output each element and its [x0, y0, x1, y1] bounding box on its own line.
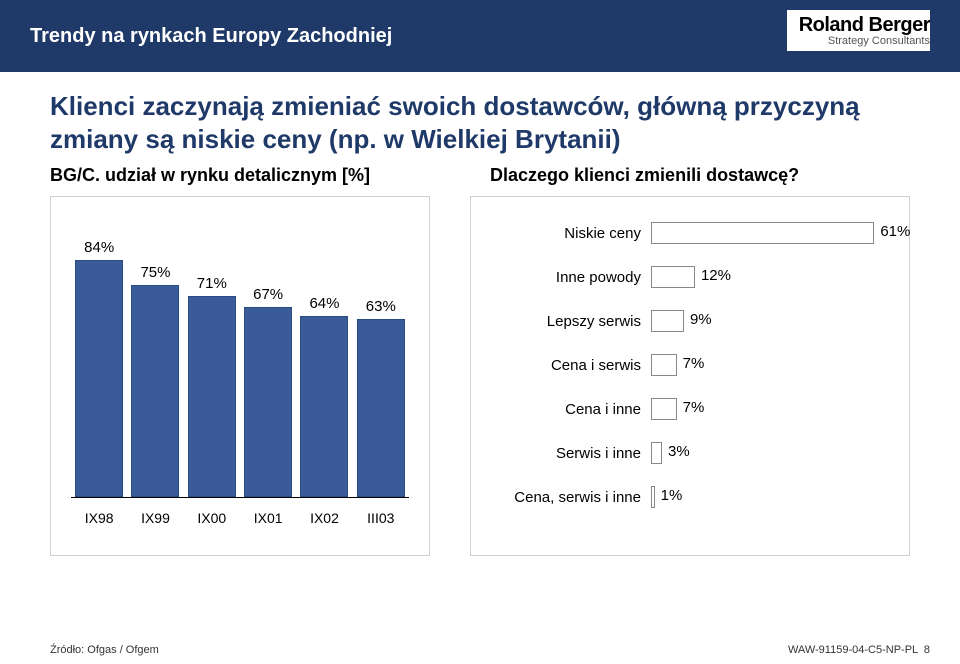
hbar-value-label: 9% [690, 311, 712, 328]
bar-x-label: IX02 [300, 510, 348, 526]
hbar-rect [651, 486, 655, 508]
left-chart-title: BG/C. udział w rynku detalicznym [%] [50, 165, 430, 186]
slide-footer: Źródło: Ofgas / Ofgem WAW-91159-04-C5-NP… [50, 644, 930, 656]
hbar-track: 7% [651, 354, 889, 376]
charts-row: 84%75%71%67%64%63% IX98IX99IX00IX01IX02I… [50, 196, 910, 556]
subtitle-row: BG/C. udział w rynku detalicznym [%] Dla… [50, 165, 910, 186]
bar-rect [188, 296, 236, 497]
hbar-track: 1% [651, 486, 889, 508]
bar-value-label: 75% [140, 264, 170, 281]
bar-value-label: 64% [309, 295, 339, 312]
footer-right: WAW-91159-04-C5-NP-PL 8 [788, 644, 930, 656]
hbar-category-label: Cena i serwis [491, 357, 651, 374]
hbar-row: Cena, serwis i inne 1% [491, 483, 889, 511]
content-area: Klienci zaczynają zmieniać swoich dostaw… [0, 72, 960, 556]
hbar-rect [651, 398, 677, 420]
bar-column: 75% [131, 264, 179, 497]
hbar-row: Lepszy serwis 9% [491, 307, 889, 335]
hbar-rect [651, 222, 874, 244]
hbar-row: Niskie ceny61% [491, 219, 889, 247]
brand-logo: Roland Berger Strategy Consultants [787, 10, 930, 51]
source-text: Źródło: Ofgas / Ofgem [50, 644, 159, 656]
bar-chart: 84%75%71%67%64%63% IX98IX99IX00IX01IX02I… [50, 196, 430, 556]
bar-column: 71% [188, 275, 236, 497]
bar-rect [244, 307, 292, 497]
bar-chart-plot: 84% 75% 71% 67% 64% 63% [71, 217, 409, 498]
bar-x-label: IX01 [244, 510, 292, 526]
hbar-track: 3% [651, 442, 889, 464]
bar-x-label: III03 [357, 510, 405, 526]
bar-column: 84% [75, 239, 123, 497]
hbar-track: 61% [651, 222, 889, 244]
hbar-row: Serwis i inne 3% [491, 439, 889, 467]
bar-value-label: 84% [84, 239, 114, 256]
hbar-category-label: Cena, serwis i inne [491, 489, 651, 506]
bar-chart-x-axis: IX98 IX99 IX00 IX01 IX02 III03 [71, 504, 409, 526]
bar-rect [357, 319, 405, 497]
bar-value-label: 63% [366, 298, 396, 315]
hbar-rect [651, 310, 684, 332]
hbar-value-label: 12% [701, 267, 731, 284]
hbar-row: Inne powody 12% [491, 263, 889, 291]
hbar-row: Cena i serwis 7% [491, 351, 889, 379]
hbar-track: 7% [651, 398, 889, 420]
hbar-value-label: 3% [668, 443, 690, 460]
bar-rect [300, 316, 348, 497]
hbar-value-label: 7% [683, 399, 705, 416]
bar-rect [75, 260, 123, 497]
hbar-track: 9% [651, 310, 889, 332]
hbar-track: 12% [651, 266, 889, 288]
bar-value-label: 71% [197, 275, 227, 292]
headline: Klienci zaczynają zmieniać swoich dostaw… [50, 90, 910, 155]
hbar-value-label: 61% [880, 223, 910, 240]
hbar-row: Cena i inne 7% [491, 395, 889, 423]
hbar-rect [651, 354, 677, 376]
hbar-category-label: Cena i inne [491, 401, 651, 418]
hbar-value-label: 1% [661, 487, 683, 504]
bar-column: 64% [300, 295, 348, 497]
logo-main-text: Roland Berger [799, 14, 930, 37]
bar-value-label: 67% [253, 286, 283, 303]
hbar-rect [651, 266, 695, 288]
bar-column: 67% [244, 286, 292, 497]
hbar-rect [651, 442, 662, 464]
section-title: Trendy na rynkach Europy Zachodniej [30, 25, 392, 48]
hbar-chart: Niskie ceny61%Inne powody12%Lepszy serwi… [470, 196, 910, 556]
bar-rect [131, 285, 179, 497]
hbar-category-label: Inne powody [491, 269, 651, 286]
hbar-category-label: Serwis i inne [491, 445, 651, 462]
hbar-category-label: Niskie ceny [491, 225, 651, 242]
bar-x-label: IX00 [188, 510, 236, 526]
bar-x-label: IX99 [131, 510, 179, 526]
doc-code: WAW-91159-04-C5-NP-PL [788, 644, 918, 656]
hbar-value-label: 7% [683, 355, 705, 372]
bar-column: 63% [357, 298, 405, 497]
hbar-category-label: Lepszy serwis [491, 313, 651, 330]
page-number: 8 [924, 644, 930, 656]
bar-x-label: IX98 [75, 510, 123, 526]
right-chart-title: Dlaczego klienci zmienili dostawcę? [490, 165, 799, 186]
